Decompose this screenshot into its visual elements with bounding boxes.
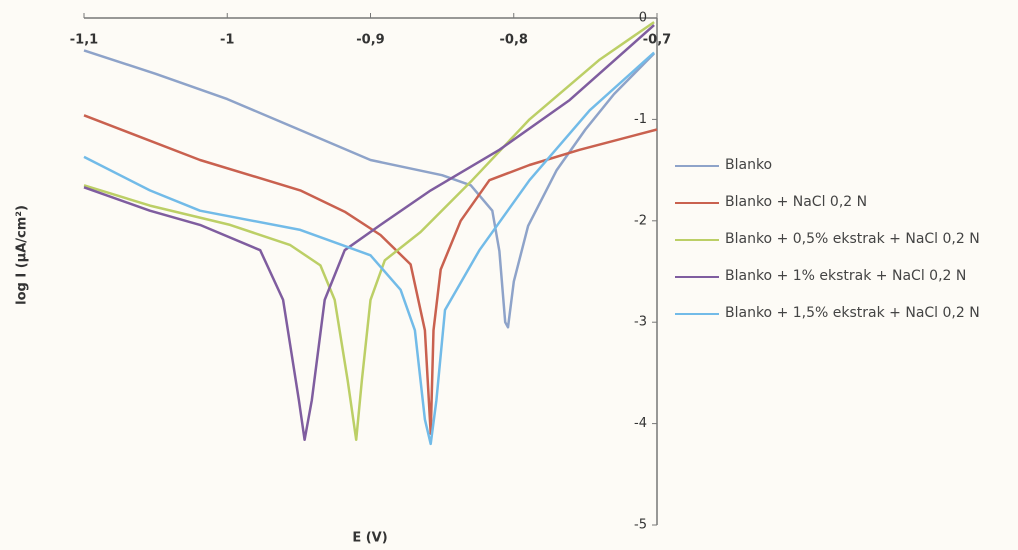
y-tick-label: -5 [634, 518, 647, 533]
series-line [84, 53, 654, 444]
y-axis-title: log I (μA/cm²) [15, 205, 30, 305]
legend-label: Blanko + 1,5% ekstrak + NaCl 0,2 N [725, 305, 980, 321]
y-tick-label: -3 [634, 315, 647, 330]
legend-item: Blanko + 1% ekstrak + NaCl 0,2 N [675, 266, 1010, 286]
legend-item: Blanko + 1,5% ekstrak + NaCl 0,2 N [675, 303, 1010, 323]
page: E (V) log I (μA/cm²) -1,1 -1 -0,9 -0,8 -0,7 0… [0, 0, 1018, 550]
x-tick-label: -0,7 [643, 33, 671, 48]
legend-swatch [675, 276, 719, 278]
y-tick-label: -4 [634, 416, 647, 431]
x-tick-label: -0,8 [500, 33, 528, 48]
x-tick-label: -1,1 [70, 33, 98, 48]
legend-label: Blanko [725, 157, 772, 173]
legend-label: Blanko + NaCl 0,2 N [725, 194, 867, 210]
x-tick-label: -0,9 [356, 33, 384, 48]
legend-item: Blanko + 0,5% ekstrak + NaCl 0,2 N [675, 229, 1010, 249]
y-tick-label: -1 [634, 112, 647, 127]
legend: Blanko Blanko + NaCl 0,2 N Blanko + 0,5% e… [675, 155, 1010, 340]
legend-label: Blanko + 1% ekstrak + NaCl 0,2 N [725, 268, 966, 284]
x-tick-label: -1 [220, 33, 234, 48]
legend-swatch [675, 239, 719, 241]
legend-swatch [675, 202, 719, 204]
y-tick-label: -2 [634, 213, 647, 228]
legend-swatch [675, 165, 719, 167]
x-axis-title: E (V) [352, 531, 387, 546]
legend-item: Blanko + NaCl 0,2 N [675, 192, 1010, 212]
y-tick-label: 0 [639, 11, 647, 26]
legend-swatch [675, 313, 719, 315]
series-line [84, 115, 657, 433]
series-line [84, 22, 654, 440]
legend-label: Blanko + 0,5% ekstrak + NaCl 0,2 N [725, 231, 980, 247]
legend-item: Blanko [675, 155, 1010, 175]
series-line [84, 50, 654, 327]
